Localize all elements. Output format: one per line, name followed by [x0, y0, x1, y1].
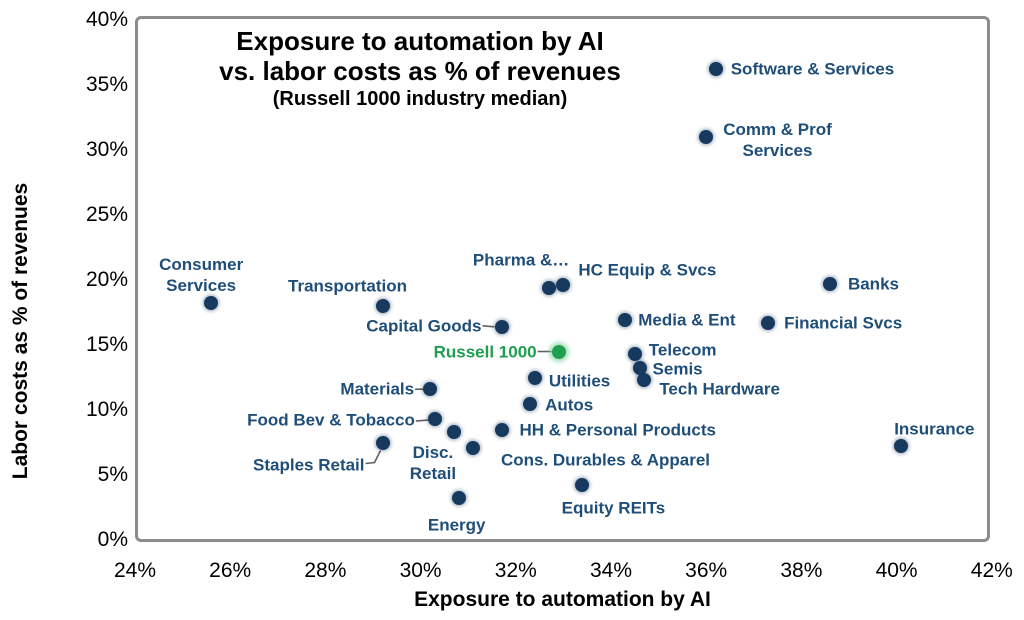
x-tick-label: 32%	[494, 559, 537, 582]
y-tick-label: 15%	[85, 333, 128, 356]
data-point	[761, 315, 776, 330]
y-tick-label: 20%	[85, 268, 128, 291]
x-tick-label: 28%	[304, 559, 347, 582]
data-point	[632, 361, 647, 376]
point-label: Transportation	[288, 276, 408, 296]
point-label: Equity REITs	[561, 498, 666, 518]
chart-title: Exposure to automation by AI vs. labor c…	[140, 26, 700, 112]
data-point	[494, 422, 509, 437]
data-point	[556, 278, 571, 293]
chart-title-line2: vs. labor costs as % of revenues	[219, 56, 621, 86]
data-point	[527, 370, 542, 385]
point-label: Energy	[427, 515, 486, 535]
y-tick-label: 0%	[97, 528, 128, 551]
point-label: HC Equip & Svcs	[578, 260, 717, 280]
x-tick-label: 26%	[209, 559, 252, 582]
highlight-data-point	[551, 344, 566, 359]
x-tick-label: 38%	[780, 559, 823, 582]
x-axis-title: Exposure to automation by AI	[414, 588, 711, 611]
point-label: Autos	[545, 395, 594, 414]
data-point	[618, 313, 633, 328]
y-tick-label: 5%	[97, 463, 128, 486]
y-tick-label: 30%	[85, 138, 128, 161]
x-tick-label: 36%	[685, 559, 728, 582]
x-tick-label: 34%	[589, 559, 633, 582]
data-point	[708, 62, 723, 77]
point-label: Banks	[847, 274, 899, 294]
point-label: Staples Retail	[253, 455, 365, 474]
data-point	[637, 373, 652, 388]
point-label: Software & Services	[730, 59, 895, 79]
y-tick-label: 35%	[85, 73, 128, 96]
point-label: Materials	[340, 379, 415, 399]
y-tick-label: 40%	[85, 8, 128, 31]
x-tick-label: 40%	[875, 559, 918, 582]
point-label: Disc. Retail	[409, 443, 457, 484]
highlight-point-label: Russell 1000	[433, 342, 537, 361]
y-axis-title: Labor costs as % of revenues	[9, 182, 32, 480]
chart-subtitle: (Russell 1000 industry median)	[272, 88, 568, 110]
data-point	[427, 412, 442, 427]
point-label: Tech Hardware	[659, 379, 780, 399]
data-point	[423, 382, 438, 397]
x-tick-label: 30%	[399, 559, 442, 582]
chart-title-line1: Exposure to automation by AI	[236, 26, 604, 56]
point-label: Media & Ent	[638, 310, 736, 330]
point-label: Consumer Services	[159, 255, 244, 296]
data-point	[451, 491, 466, 506]
point-label: Utilities	[548, 371, 611, 390]
point-label: Cons. Durables & Apparel	[500, 450, 711, 470]
data-point	[894, 439, 909, 454]
point-label: Comm & Prof Services	[723, 120, 832, 160]
data-point	[822, 276, 837, 291]
point-label: Insurance	[894, 419, 975, 439]
point-label: Telecom	[648, 340, 717, 360]
data-point	[465, 440, 480, 455]
data-point	[523, 396, 538, 411]
point-label: Semis	[652, 359, 703, 379]
point-label: Food Bev & Tobacco	[247, 410, 415, 430]
data-point	[446, 425, 461, 440]
x-tick-label: 42%	[970, 559, 1013, 582]
y-tick-label: 25%	[85, 203, 128, 226]
data-point	[375, 299, 390, 313]
data-point	[699, 130, 714, 144]
y-tick-label: 10%	[85, 398, 128, 421]
data-point	[375, 435, 390, 450]
point-label: Capital Goods	[366, 316, 482, 336]
point-label: Financial Svcs	[784, 313, 903, 333]
x-tick-label: 24%	[113, 559, 157, 582]
data-point	[204, 296, 219, 311]
data-point	[627, 347, 642, 362]
data-point	[542, 280, 557, 295]
data-point	[494, 319, 509, 334]
data-point	[575, 478, 590, 493]
point-label: HH & Personal Products	[519, 420, 717, 439]
point-label: Pharma &…	[472, 250, 570, 270]
